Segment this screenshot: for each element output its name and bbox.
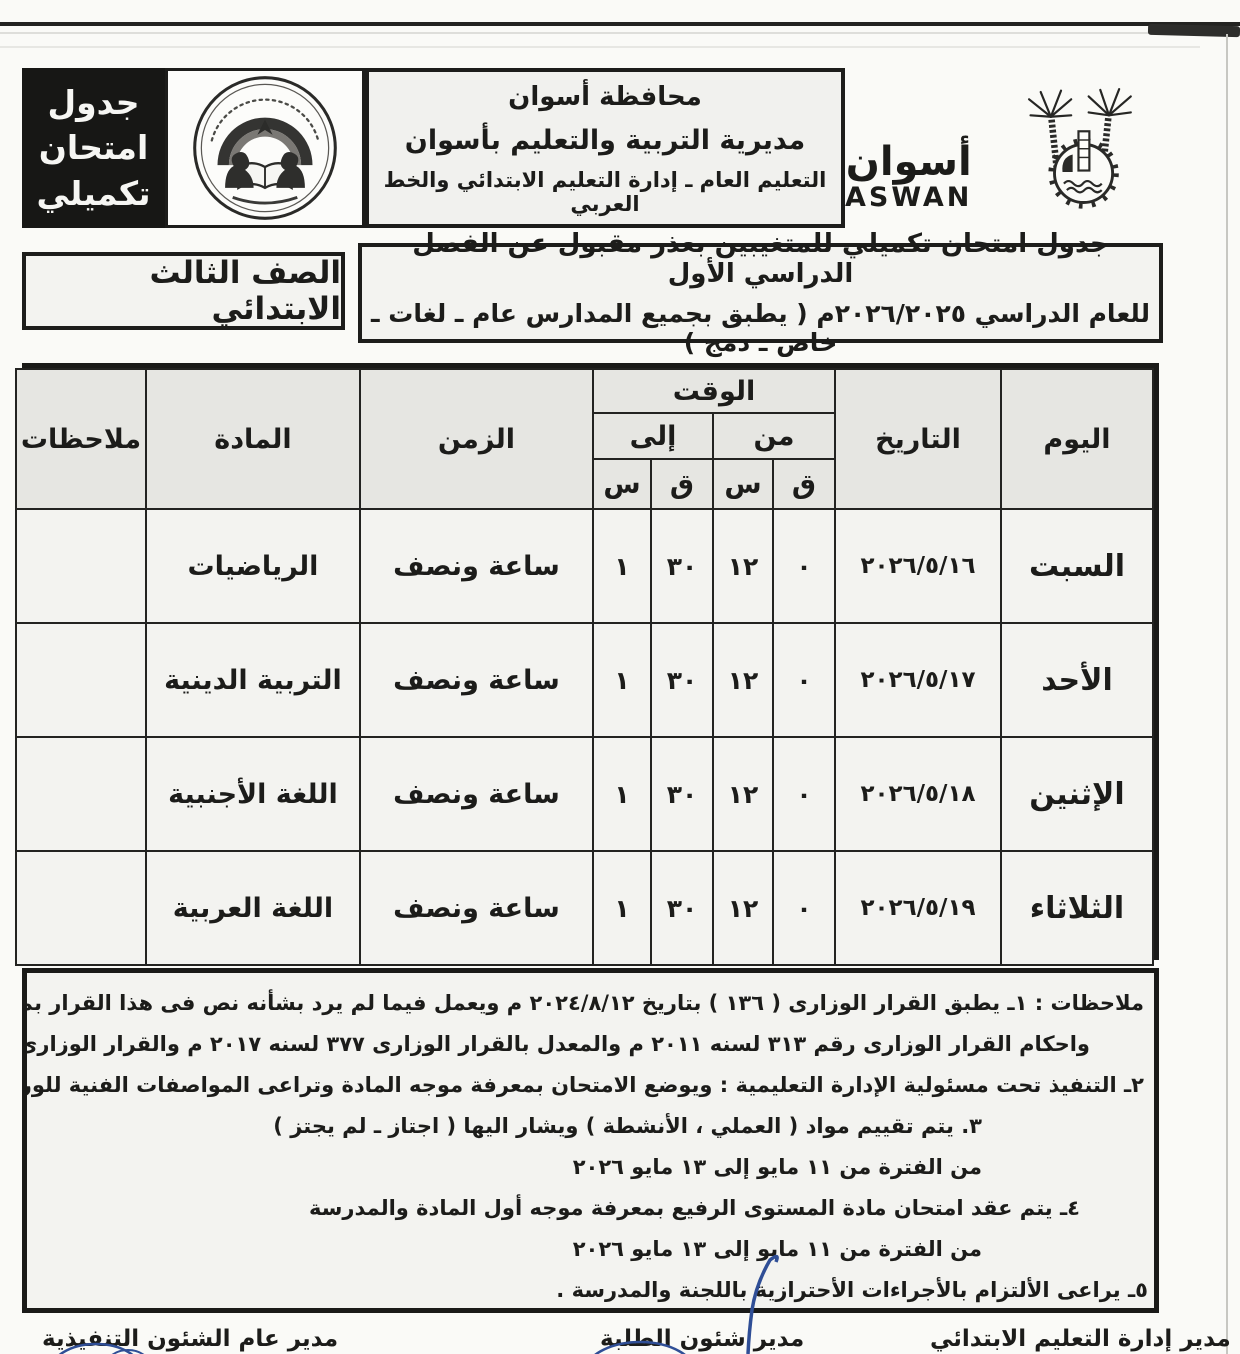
right-page-edge-line <box>1226 34 1228 1354</box>
table-row-tuesday: الثلاثاء ٢٠٢٦/٥/١٩ ٠ ١٢ ٣٠ ١ ساعة ونصف ا… <box>14 850 1154 966</box>
to-minutes-cell: ٣٠ <box>650 508 714 624</box>
col-header-date: التاريخ <box>834 368 1002 510</box>
blue-pen-marks <box>58 1254 779 1354</box>
date-cell: ٢٠٢٦/٥/١٧ <box>834 622 1002 738</box>
duration-cell: ساعة ونصف <box>358 736 594 852</box>
notes-cell <box>14 850 147 966</box>
aswan-logo-zone: أسوان ASWAN <box>845 68 1163 228</box>
notes-cell <box>14 622 147 738</box>
top-scan-line-faint-2 <box>0 46 1200 48</box>
note-line: ٣. يتم تقييم مواد ( العملي ، الأنشطة ) و… <box>273 1114 982 1138</box>
table-row-sunday: الأحد ٢٠٢٦/٥/١٧ ٠ ١٢ ٣٠ ١ ساعة ونصف التر… <box>14 622 1154 738</box>
subtitle-line-1: جدول امتحان تكميلي للمتغيبين بعذر مقبول … <box>412 229 1109 289</box>
subtitle-line-2: للعام الدراسي ٢٠٢٦/٢٠٢٥م ( يطبق بجميع ال… <box>370 299 1151 357</box>
col-header-time: الوقت <box>591 368 837 414</box>
governorate-name: محافظة أسوان <box>508 82 702 112</box>
col-header-notes: ملاحظات <box>14 368 147 510</box>
col-header-subject: المادة <box>144 368 361 510</box>
to-hours-cell: ١ <box>591 850 653 966</box>
subject-cell: التربية الدينية <box>144 622 361 738</box>
duration-cell: ساعة ونصف <box>358 850 594 966</box>
grade-title-box: الصف الثالث الابتدائي <box>22 252 345 330</box>
department-name: التعليم العام ـ إدارة التعليم الابتدائي … <box>383 168 827 216</box>
aswan-arabic-wordmark: أسوان <box>845 139 972 186</box>
note-line: ٤ـ يتم عقد امتحان مادة المستوى الرفيع بم… <box>309 1196 1080 1220</box>
title-word-2: امتحان <box>38 128 149 168</box>
subject-cell: اللغة الأجنبية <box>144 736 361 852</box>
aswan-logo-text: أسوان ASWAN <box>845 142 972 213</box>
table-row-monday: الإثنين ٢٠٢٦/٥/١٨ ٠ ١٢ ٣٠ ١ ساعة ونصف ال… <box>14 736 1154 852</box>
notes-cell <box>14 736 147 852</box>
col-header-to-minutes: ق <box>650 458 714 510</box>
from-hours-cell: ١٢ <box>712 622 774 738</box>
from-minutes-cell: ٠ <box>772 508 836 624</box>
table-row-saturday: السبت ٢٠٢٦/٥/١٦ ٠ ١٢ ٣٠ ١ ساعة ونصف الري… <box>14 508 1154 624</box>
day-cell: الإثنين <box>1000 736 1154 852</box>
col-header-from-hours: س <box>712 458 774 510</box>
from-hours-cell: ١٢ <box>712 508 774 624</box>
note-line: واحكام القرار الوزارى رقم ٣١٣ لسنه ٢٠١١ … <box>22 1032 1090 1056</box>
col-header-day: اليوم <box>1000 368 1154 510</box>
to-minutes-cell: ٣٠ <box>650 736 714 852</box>
note-line: من الفترة من ١١ مايو إلى ١٣ مايو ٢٠٢٦ <box>572 1155 982 1179</box>
col-header-from: من <box>712 412 836 460</box>
note-line: ٢ـ التنفيذ تحت مسئولية الإدارة التعليمية… <box>27 1073 1144 1097</box>
signature-title-executive-affairs-director: مدير عام الشئون التنفيذية <box>42 1326 339 1352</box>
exam-schedule-title-box: جدول امتحان تكميلي <box>22 68 165 228</box>
subject-cell: اللغة العربية <box>144 850 361 966</box>
title-word-3: تكميلي <box>36 173 151 213</box>
signature-title-student-affairs-director: مدير شئون الطلبة <box>600 1326 805 1352</box>
to-hours-cell: ١ <box>591 736 653 852</box>
col-header-duration: الزمن <box>358 368 594 510</box>
exam-schedule-table: اليوم التاريخ الوقت الزمن المادة ملاحظات… <box>14 363 1159 966</box>
note-line: ٥ـ يراعى الألتزام بالأجراءات الأحترازية … <box>556 1278 1148 1302</box>
aswan-city-logo-icon <box>1028 88 1133 209</box>
day-cell: الأحد <box>1000 622 1154 738</box>
top-scan-line-faint-1 <box>0 32 1220 34</box>
to-minutes-cell: ٣٠ <box>650 622 714 738</box>
from-minutes-cell: ٠ <box>772 736 836 852</box>
note-line: من الفترة من ١١ مايو إلى ١٣ مايو ٢٠٢٦ <box>572 1237 982 1261</box>
from-hours-cell: ١٢ <box>712 736 774 852</box>
col-header-from-minutes: ق <box>772 458 836 510</box>
date-cell: ٢٠٢٦/٥/١٨ <box>834 736 1002 852</box>
from-minutes-cell: ٠ <box>772 622 836 738</box>
schedule-subtitle-box: جدول امتحان تكميلي للمتغيبين بعذر مقبول … <box>358 229 1163 357</box>
notes-cell <box>14 508 147 624</box>
subject-cell: الرياضيات <box>144 508 361 624</box>
date-cell: ٢٠٢٦/٥/١٦ <box>834 508 1002 624</box>
to-minutes-cell: ٣٠ <box>650 850 714 966</box>
education-administration-seal-box <box>165 68 365 228</box>
col-header-to-hours: س <box>591 458 653 510</box>
organization-header-box: محافظة أسوان مديرية التربية والتعليم بأس… <box>365 68 845 228</box>
signature-title-primary-education-director: مدير إدارة التعليم الابتدائي <box>930 1326 1231 1352</box>
day-cell: السبت <box>1000 508 1154 624</box>
date-cell: ٢٠٢٦/٥/١٩ <box>834 850 1002 966</box>
duration-cell: ساعة ونصف <box>358 622 594 738</box>
to-hours-cell: ١ <box>591 508 653 624</box>
to-hours-cell: ١ <box>591 622 653 738</box>
title-word-1: جدول <box>47 82 140 122</box>
duration-cell: ساعة ونصف <box>358 508 594 624</box>
col-header-to: إلى <box>591 412 715 460</box>
day-cell: الثلاثاء <box>1000 850 1154 966</box>
education-seal-icon <box>193 76 337 220</box>
aswan-english-wordmark: ASWAN <box>845 182 973 214</box>
note-line: ملاحظات : ١ـ يطبق القرار الوزارى ( ١٣٦ )… <box>22 991 1144 1015</box>
notes-box: ملاحظات : ١ـ يطبق القرار الوزارى ( ١٣٦ )… <box>22 968 1159 1313</box>
directorate-name: مديرية التربية والتعليم بأسوان <box>404 124 806 156</box>
from-hours-cell: ١٢ <box>712 850 774 966</box>
top-scan-line <box>0 22 1240 26</box>
from-minutes-cell: ٠ <box>772 850 836 966</box>
